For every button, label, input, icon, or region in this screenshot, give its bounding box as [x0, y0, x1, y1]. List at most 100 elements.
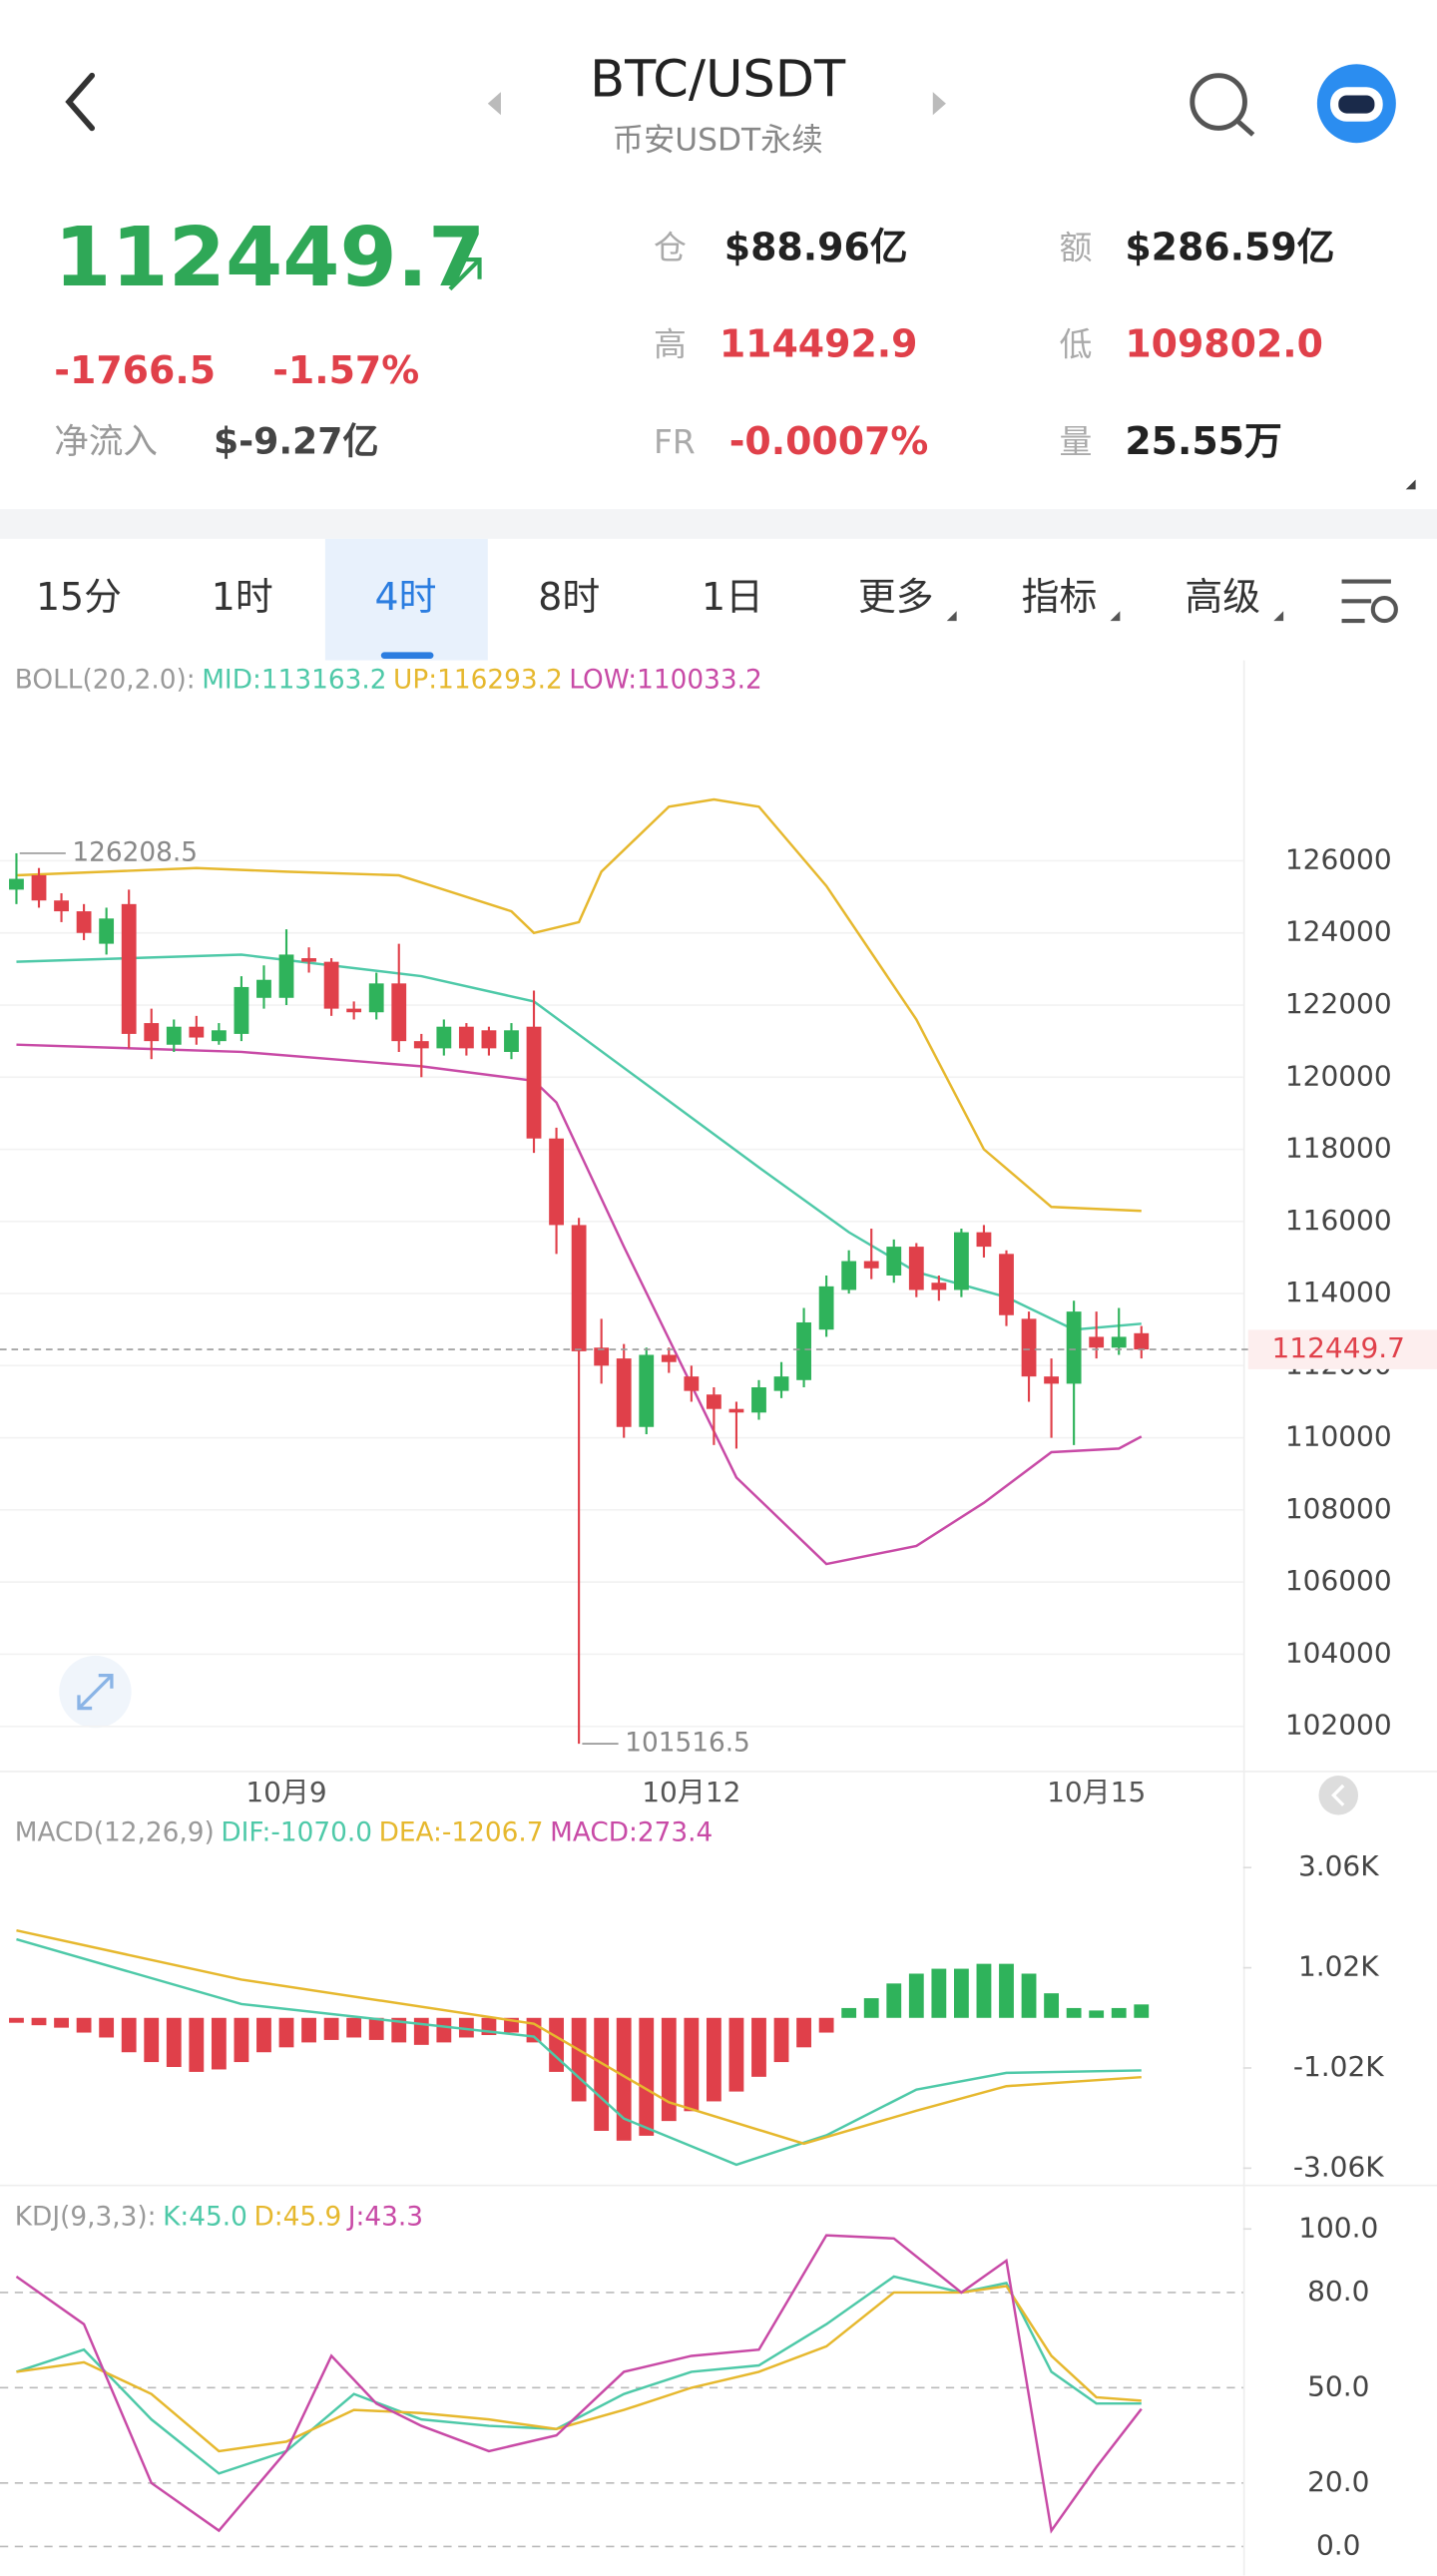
timeframe-tab[interactable]: 15分: [36, 575, 122, 619]
macd-bar: [616, 2017, 632, 2141]
reset-button[interactable]: [1318, 1776, 1359, 1815]
macd-bar: [1021, 1973, 1037, 2018]
stat-value: -0.0007%: [729, 419, 929, 463]
net-inflow-label: 净流入: [54, 422, 158, 462]
candle-body: [818, 1286, 834, 1330]
macd-bar: [976, 1963, 992, 2018]
macd-bar: [999, 1963, 1014, 2018]
y-tick-label: 108000: [1285, 1492, 1392, 1525]
candle-body: [189, 1026, 205, 1038]
price-change-pct: -1.57%: [272, 348, 419, 392]
y-tick-label: 116000: [1285, 1204, 1392, 1237]
candle-body: [953, 1232, 969, 1290]
timeframe-tab[interactable]: 指标: [1022, 575, 1098, 619]
candle-body: [1021, 1318, 1037, 1377]
timeframe-tab[interactable]: 8时: [538, 575, 600, 619]
macd-bar: [436, 2017, 452, 2043]
y-tick-label: 120000: [1285, 1059, 1392, 1092]
indicator-line: [16, 797, 1142, 1213]
legend-item: D:45.9: [253, 2202, 341, 2232]
timeframe-tab[interactable]: 1日: [702, 575, 763, 619]
candle-body: [346, 1008, 362, 1013]
y-tick-label: 122000: [1285, 987, 1392, 1020]
price-change: -1766.5: [54, 348, 216, 392]
candle-body: [863, 1261, 879, 1269]
high-label: 126208.5: [72, 837, 198, 867]
candle-body: [121, 903, 137, 1034]
indicator-line: [16, 2285, 1142, 2453]
candle-body: [594, 1347, 610, 1366]
candle-body: [908, 1247, 924, 1290]
settings-icon[interactable]: [1341, 579, 1398, 624]
macd-bar: [706, 2017, 721, 2102]
fullscreen-button[interactable]: [59, 1655, 132, 1729]
y-tick-label: 110000: [1285, 1420, 1392, 1453]
tab-dropdown: [946, 611, 957, 622]
panel-divider: [0, 1771, 1437, 1773]
axis-divider: [1242, 660, 1245, 2576]
candle-body: [144, 1023, 160, 1042]
candle-body: [436, 1026, 452, 1049]
legend-item: MACD:273.4: [550, 1817, 713, 1847]
candle-body: [1066, 1311, 1082, 1384]
y-tick-label: 126000: [1285, 842, 1392, 875]
y-tick-label: 106000: [1285, 1564, 1392, 1597]
avatar[interactable]: [1316, 64, 1396, 144]
expand-corner[interactable]: [1405, 479, 1416, 490]
legend-item: DIF:-1070.0: [221, 1817, 372, 1847]
chart-panel: 0.0 20.0 50.0 80.0 100.0 KDJ(9,3,3): K:45.0 D:4…: [0, 2202, 1378, 2561]
next-arrow[interactable]: [932, 92, 946, 116]
candle-body: [323, 961, 339, 1009]
candle-body: [571, 1225, 587, 1351]
search-icon[interactable]: [1190, 73, 1255, 137]
back-button[interactable]: [65, 72, 96, 132]
y-tick-label: 3.06K: [1298, 1849, 1379, 1882]
indicator-legend: MACD(12,26,9) DIF:-1070.0 DEA:-1206.7 MACD:…: [15, 1817, 713, 1847]
candle-body: [31, 874, 47, 901]
candle-body: [1044, 1376, 1059, 1384]
active-tab-underline: [380, 652, 434, 659]
timeframe-tab[interactable]: 4时: [375, 575, 437, 619]
last-price-box: [1247, 1329, 1437, 1369]
macd-bar: [301, 2017, 316, 2043]
y-tick-label: 102000: [1285, 1709, 1392, 1742]
macd-bar: [661, 2017, 677, 2122]
y-tick-label: 50.0: [1307, 2369, 1369, 2402]
candle-body: [301, 958, 316, 962]
pair-subtitle: 币安USDT永续: [613, 123, 823, 159]
legend-item: KDJ(9,3,3):: [15, 2202, 157, 2232]
macd-bar: [1089, 2010, 1105, 2018]
candle-body: [706, 1394, 721, 1409]
macd-bar: [166, 2017, 182, 2067]
last-price-label: 112449.7: [1272, 1331, 1405, 1364]
last-price: 112449.7: [54, 211, 485, 305]
macd-bar: [728, 2017, 744, 2092]
timeframe-tab[interactable]: 1时: [212, 575, 273, 619]
prev-arrow[interactable]: [487, 92, 501, 116]
macd-bar: [684, 2017, 700, 2112]
macd-bar: [278, 2017, 294, 2048]
candle-body: [99, 918, 115, 944]
candle-body: [751, 1387, 766, 1413]
pair-title[interactable]: BTC/USDT: [590, 50, 846, 109]
macd-bar: [144, 2017, 160, 2063]
timeframe-tab[interactable]: 更多: [858, 575, 934, 619]
tab-dropdown: [1273, 611, 1284, 622]
candle-body: [639, 1354, 655, 1427]
macd-bar: [908, 1973, 924, 2018]
indicator-legend: KDJ(9,3,3): K:45.0 D:45.9 J:43.3: [15, 2202, 423, 2232]
candle-body: [391, 983, 407, 1042]
stat-value: 114492.9: [719, 322, 918, 366]
y-tick-label: 0.0: [1316, 2528, 1360, 2561]
y-tick-label: 80.0: [1307, 2275, 1369, 2308]
chart-panel: -3.06K -1.02K 1.02K 3.06K MACD(12,26,9) DIF:-…: [9, 1817, 1384, 2183]
separator: [0, 509, 1437, 539]
timeframe-tab[interactable]: 高级: [1185, 575, 1260, 619]
candle-body: [368, 983, 384, 1013]
stat-value: 25.55万: [1125, 419, 1282, 463]
x-tick-label: 10月15: [1047, 1776, 1146, 1808]
macd-bar: [76, 2017, 92, 2033]
macd-bar: [54, 2017, 69, 2028]
y-tick-label: 20.0: [1307, 2465, 1369, 2498]
macd-bar: [953, 1968, 969, 2018]
